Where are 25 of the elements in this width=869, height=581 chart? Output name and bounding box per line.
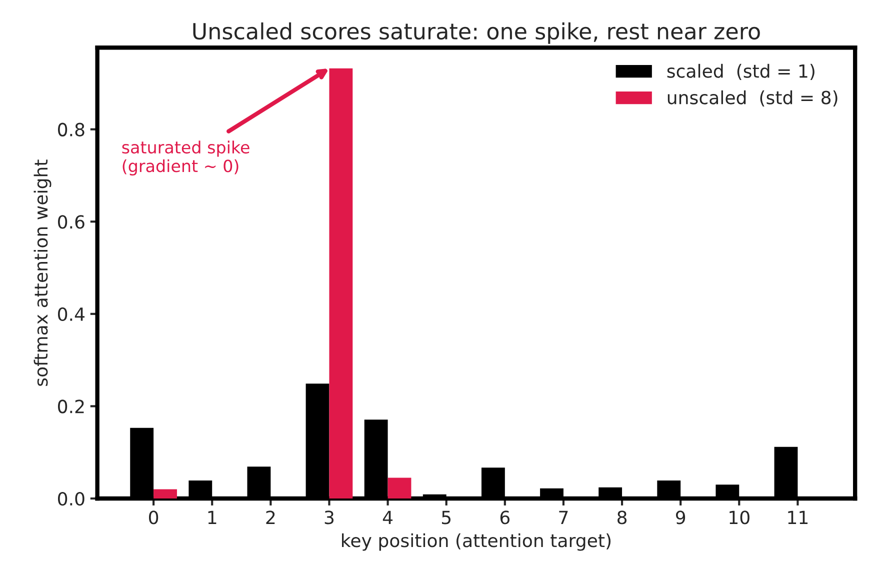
x-tick-label: 9: [676, 510, 686, 524]
legend-label: unscaled (std = 8): [668, 90, 838, 106]
x-tick-label: 3: [324, 510, 334, 524]
x-tick-label: 10: [730, 510, 750, 524]
x-tick-label: 7: [559, 510, 568, 524]
x-axis-title: key position (attention target): [342, 533, 610, 551]
x-tick-label: 0: [148, 510, 158, 524]
x-tick-label: 2: [266, 510, 275, 524]
y-tick-label: 0.0: [58, 492, 84, 506]
y-tick-label: 0.6: [58, 215, 84, 229]
bar: [154, 489, 177, 498]
x-tick-label: 8: [618, 510, 627, 524]
bar: [388, 478, 412, 498]
x-tick-label: 4: [382, 510, 393, 524]
annotation: saturated spike (gradient ~ 0): [122, 140, 250, 176]
y-tick-label: 0.2: [58, 400, 84, 414]
x-tick-label: 1: [208, 510, 216, 524]
y-axis-title: softmax attention weight: [34, 160, 52, 386]
x-tick-label: 11: [788, 510, 808, 524]
y-tick-label: 0.8: [58, 122, 84, 136]
x-tick-label: 6: [500, 510, 510, 524]
legend-label: scaled (std = 1): [667, 64, 814, 80]
chart-title: Unscaled scores saturate: one spike, rest near zero: [193, 22, 760, 44]
y-tick-label: 0.4: [58, 307, 85, 322]
x-tick-label: 5: [442, 510, 451, 524]
